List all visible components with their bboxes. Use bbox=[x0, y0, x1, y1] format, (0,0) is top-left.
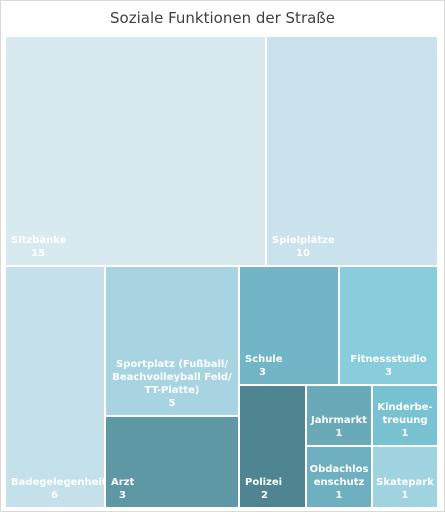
tile-rect bbox=[373, 386, 437, 445]
tile-label: Schule bbox=[245, 354, 283, 365]
tile-value: 6 bbox=[51, 490, 58, 501]
tile-skatepark: Skatepark 1 bbox=[373, 447, 437, 507]
tile-rect bbox=[373, 447, 437, 507]
tile-jahrmarkt: Jahrmarkt 1 bbox=[307, 386, 371, 445]
tile-label: Kinderbe- bbox=[377, 402, 432, 413]
tile-rect bbox=[340, 267, 437, 384]
tile-label: Sitzbänke bbox=[11, 235, 67, 246]
tile-value: 1 bbox=[402, 490, 409, 501]
tile-label: Spielplätze bbox=[272, 235, 335, 246]
tile-label: enschutz bbox=[314, 477, 365, 488]
tile-rect bbox=[6, 267, 104, 507]
tile-label: Jahrmarkt bbox=[310, 415, 367, 426]
tile-label: Obdachlos bbox=[310, 464, 369, 475]
tile-value: 1 bbox=[402, 428, 409, 439]
tile-spielplaetze: Spielplätze 10 bbox=[267, 37, 437, 265]
tile-value: 3 bbox=[259, 367, 266, 378]
tile-schule: Schule 3 bbox=[240, 267, 338, 384]
tile-label: TT-Platte) bbox=[145, 385, 200, 396]
tile-value: 5 bbox=[169, 398, 176, 409]
tile-kinderbetreuung: Kinderbe-treuung 1 bbox=[373, 386, 437, 445]
tile-polizei: Polizei 2 bbox=[240, 386, 305, 507]
tile-label: Badegelegenheit bbox=[11, 477, 107, 488]
tile-rect bbox=[267, 37, 437, 265]
tile-label: Arzt bbox=[111, 477, 134, 488]
tile-sportplatz-fussball-beachvolleyball-feld-tt-platte: Sportplatz (Fußball/Beachvolleyball Feld… bbox=[106, 267, 238, 415]
tile-label: Beachvolleyball Feld/ bbox=[112, 372, 232, 383]
tile-rect bbox=[6, 37, 265, 265]
tile-rect bbox=[307, 447, 371, 507]
chart-title: Soziale Funktionen der Straße bbox=[110, 9, 335, 27]
tile-rect bbox=[307, 386, 371, 445]
tile-value: 3 bbox=[119, 490, 126, 501]
tile-label: Fitnessstudio bbox=[350, 354, 426, 365]
tile-label: Skatepark bbox=[376, 477, 434, 488]
tile-rect bbox=[106, 267, 238, 415]
tile-label: Polizei bbox=[245, 477, 282, 488]
tile-label: Sportplatz (Fußball/ bbox=[116, 359, 228, 370]
tile-rect bbox=[240, 386, 305, 507]
tile-badegelegenheit: Badegelegenheit 6 bbox=[6, 267, 107, 507]
tile-rect bbox=[106, 417, 238, 507]
tile-label: treuung bbox=[382, 415, 427, 426]
tile-value: 10 bbox=[296, 248, 310, 259]
tile-fitnessstudio: Fitnessstudio 3 bbox=[340, 267, 437, 384]
tile-value: 15 bbox=[31, 248, 45, 259]
tile-value: 3 bbox=[385, 367, 392, 378]
tile-value: 2 bbox=[261, 490, 268, 501]
tile-value: 1 bbox=[336, 428, 343, 439]
tile-arzt: Arzt 3 bbox=[106, 417, 238, 507]
tile-sitzbaenke: Sitzbänke 15 bbox=[6, 37, 265, 265]
tile-obdachlosenschutz: Obdachlos enschutz 1 bbox=[307, 447, 371, 507]
tile-value: 1 bbox=[336, 490, 343, 501]
tile-rect bbox=[240, 267, 338, 384]
